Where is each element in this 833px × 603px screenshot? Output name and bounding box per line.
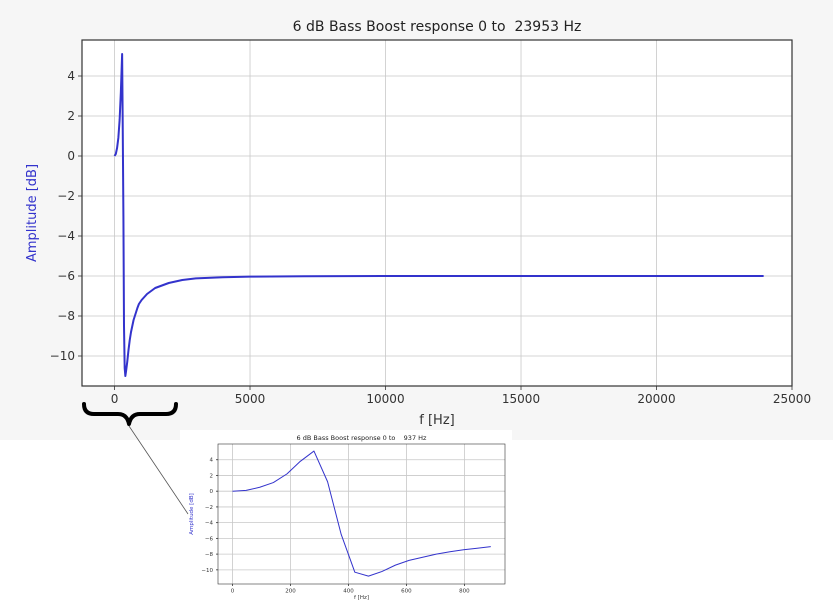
x-axis-label: f [Hz] xyxy=(354,595,369,601)
axes-frame xyxy=(217,443,506,585)
x-tick-label: 10000 xyxy=(366,392,404,406)
x-tick-label: 400 xyxy=(343,589,354,595)
y-axis-label: Amplitude [dB] xyxy=(25,164,40,262)
main-chart: 0 5000 10000 15000 20000 25000 4 2 0 −2 −4 −6 −8 −10 6… xyxy=(25,19,811,428)
x-tick-label: 15000 xyxy=(502,392,540,406)
x-tick-label: 20000 xyxy=(637,392,675,406)
y-tick-label: −2 xyxy=(57,189,75,203)
y-tick-label: 4 xyxy=(210,458,214,464)
y-tick-label: 0 xyxy=(67,149,75,163)
x-tick-label: 600 xyxy=(401,589,412,595)
x-tick-label: 25000 xyxy=(773,392,811,406)
x-tick-label: 5000 xyxy=(235,392,266,406)
x-tick-label: 200 xyxy=(285,589,296,595)
chart-title: 6 dB Bass Boost response 0 to 937 Hz xyxy=(297,434,427,442)
y-tick-label: 2 xyxy=(210,473,214,479)
y-tick-label: 0 xyxy=(210,489,214,495)
y-tick-label: −2 xyxy=(205,505,213,511)
inset-chart: 0 200 400 600 800 4 2 0 −2 −4 −6 −8 −10 6 dB Bass Boo… xyxy=(189,434,506,601)
y-tick-label: −4 xyxy=(205,521,214,527)
y-tick-label: −6 xyxy=(57,269,75,283)
plot-area xyxy=(218,444,505,584)
y-tick-label: −10 xyxy=(201,568,213,574)
inset-chart-panel: 0 200 400 600 800 4 2 0 −2 −4 −6 −8 −10 6 dB Bass Boo… xyxy=(180,430,512,603)
axes-frame xyxy=(81,39,793,387)
chart-title: 6 dB Bass Boost response 0 to 23953 Hz xyxy=(293,19,582,35)
series-line xyxy=(113,53,764,377)
main-chart-panel: 0 5000 10000 15000 20000 25000 4 2 0 −2 −4 −6 −8 −10 6… xyxy=(25,19,812,428)
y-tick-label: −8 xyxy=(205,552,214,558)
y-tick-label: −10 xyxy=(50,349,75,363)
series-line xyxy=(232,450,491,577)
x-tick-label: 800 xyxy=(459,589,470,595)
y-axis-label: Amplitude [dB] xyxy=(189,493,195,535)
x-axis-label: f [Hz] xyxy=(419,413,454,428)
y-tick-label: 4 xyxy=(67,69,75,83)
x-tick-label: 0 xyxy=(111,392,119,406)
plot-area xyxy=(82,40,792,386)
y-tick-label: −4 xyxy=(57,229,75,243)
y-tick-label: 2 xyxy=(67,109,75,123)
y-tick-label: −8 xyxy=(57,309,75,323)
x-tick-label: 0 xyxy=(231,589,235,595)
y-tick-label: −6 xyxy=(205,536,214,542)
